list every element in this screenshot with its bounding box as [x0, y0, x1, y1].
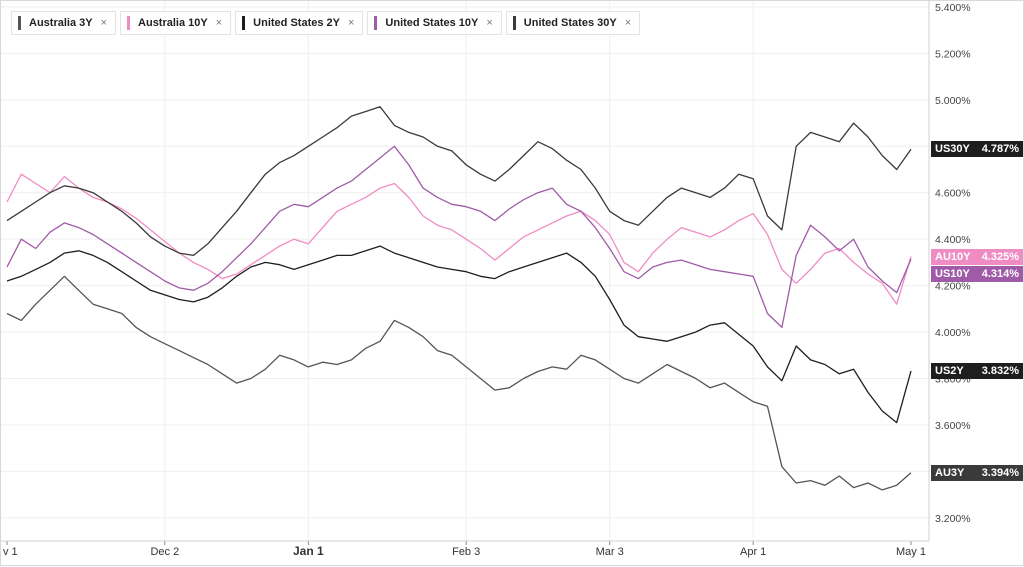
- x-tick-label: Jan 1: [293, 544, 324, 558]
- legend-label: Australia 10Y: [138, 17, 208, 29]
- y-tick-label: 5.200%: [935, 48, 971, 60]
- last-value-tag-us30y: US30Y 4.787%: [931, 141, 1023, 158]
- x-tick-label: v 1: [3, 546, 18, 558]
- x-tick-label: Apr 1: [740, 546, 766, 558]
- remove-series-icon[interactable]: ×: [215, 17, 223, 29]
- y-tick-label: 3.600%: [935, 420, 971, 432]
- series-line-us30y: [6, 106, 912, 257]
- y-tick-label: 4.000%: [935, 327, 971, 339]
- series-line-au3y: [6, 275, 912, 491]
- tag-series-code: AU3Y: [935, 466, 965, 479]
- y-tick-label: 5.400%: [935, 2, 971, 14]
- legend-chip-united-states-10y[interactable]: United States 10Y ×: [367, 11, 502, 35]
- legend-label: United States 2Y: [253, 17, 340, 29]
- legend-chip-australia-3y[interactable]: Australia 3Y ×: [11, 11, 117, 35]
- series-legend: Australia 3Y × Australia 10Y × United St…: [11, 11, 641, 35]
- remove-series-icon[interactable]: ×: [347, 17, 355, 29]
- x-tick-label: Mar 3: [596, 546, 624, 558]
- tag-series-code: US2Y: [935, 365, 964, 378]
- remove-series-icon[interactable]: ×: [100, 17, 108, 29]
- tag-last-value: 3.832%: [981, 365, 1019, 378]
- tag-last-value: 3.394%: [981, 466, 1019, 479]
- legend-chip-united-states-2y[interactable]: United States 2Y ×: [235, 11, 364, 35]
- last-value-tag-us10y: US10Y 4.314%: [931, 265, 1023, 282]
- last-value-tag-us2y: US2Y 3.832%: [931, 363, 1023, 380]
- series-color-swatch: [242, 16, 246, 30]
- legend-label: Australia 3Y: [29, 17, 93, 29]
- series-color-swatch: [127, 16, 131, 30]
- remove-series-icon[interactable]: ×: [624, 17, 632, 29]
- tag-series-code: US10Y: [935, 267, 970, 280]
- legend-label: United States 30Y: [523, 17, 617, 29]
- y-tick-label: 4.200%: [935, 281, 971, 293]
- tag-last-value: 4.325%: [981, 250, 1019, 263]
- tag-last-value: 4.314%: [981, 267, 1019, 280]
- tag-series-code: US30Y: [935, 143, 970, 156]
- tag-series-code: AU10Y: [935, 250, 971, 263]
- series-color-swatch: [18, 16, 21, 30]
- legend-chip-australia-10y[interactable]: Australia 10Y ×: [120, 11, 232, 35]
- x-tick-label: May 1: [896, 546, 926, 558]
- legend-label: United States 10Y: [385, 17, 479, 29]
- series-line-us2y: [6, 245, 912, 424]
- last-value-tag-au3y: AU3Y 3.394%: [931, 464, 1023, 481]
- series-line-au10y: [6, 173, 912, 305]
- y-tick-label: 5.000%: [935, 95, 971, 107]
- series-line-us10y: [6, 145, 912, 329]
- y-tick-label: 3.200%: [935, 513, 971, 525]
- x-tick-label: Dec 2: [150, 546, 179, 558]
- y-tick-label: 4.600%: [935, 188, 971, 200]
- x-tick-label: Feb 3: [452, 546, 480, 558]
- tag-last-value: 4.787%: [981, 143, 1019, 156]
- legend-chip-united-states-30y[interactable]: United States 30Y ×: [505, 11, 641, 35]
- last-value-tag-au10y: AU10Y 4.325%: [931, 248, 1023, 265]
- remove-series-icon[interactable]: ×: [486, 17, 493, 29]
- series-color-swatch: [512, 16, 516, 30]
- series-color-swatch: [374, 16, 378, 30]
- y-tick-label: 4.400%: [935, 234, 971, 246]
